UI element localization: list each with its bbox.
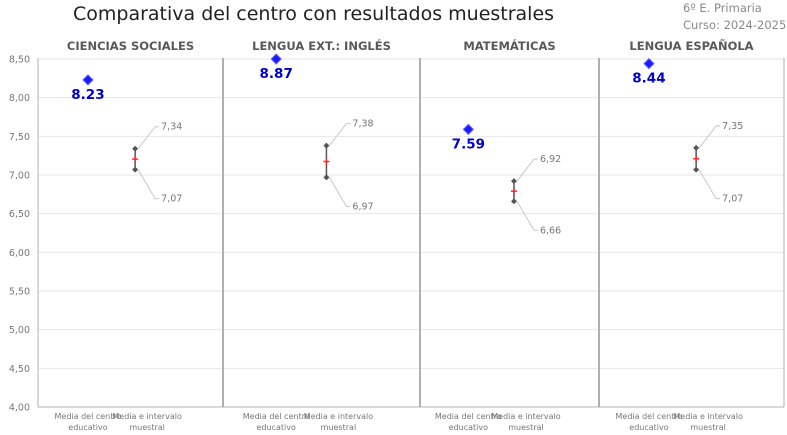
high-leader-line: [329, 123, 351, 146]
interval-high-label: 7,34: [161, 122, 182, 133]
school-year: Curso: 2024-2025: [683, 18, 787, 32]
x-category-label-centre: Media del centro educativo: [616, 412, 683, 432]
y-tick-label: 4,00: [9, 403, 30, 414]
interval-low-label: 6,66: [540, 225, 561, 236]
y-tick-label: 7,50: [9, 132, 30, 143]
centre-mean-marker: [82, 74, 94, 86]
y-tick-label: 7,00: [9, 171, 30, 182]
sample-mean-marker: [323, 158, 330, 165]
high-leader-line: [516, 158, 538, 182]
interval-high-marker: [693, 144, 700, 151]
high-leader-line: [698, 125, 721, 149]
x-category-label-sample: Media e intervalo muestral: [673, 412, 743, 432]
low-leader-line: [137, 169, 160, 200]
y-tick-label: 6,50: [9, 209, 30, 220]
interval-high-marker: [510, 178, 517, 185]
x-category-label-centre: Media del centro educativo: [435, 412, 502, 432]
low-leader-line: [516, 201, 538, 231]
chart-title: Comparativa del centro con resultados mu…: [73, 3, 555, 25]
interval-low-label: 7,07: [722, 194, 743, 205]
subject-title: LENGUA EXT.: INGLÉS: [252, 38, 391, 53]
interval-low-marker: [693, 166, 700, 173]
sample-mean-marker: [132, 156, 139, 163]
interval-high-marker: [323, 142, 330, 149]
interval-low-marker: [510, 198, 517, 205]
course-level: 6º E. Primaria: [683, 1, 762, 15]
y-tick-label: 8,00: [9, 93, 30, 104]
centre-mean-label: 8.44: [632, 71, 665, 87]
centre-mean-marker: [643, 57, 655, 70]
interval-low-marker: [323, 174, 330, 181]
interval-high-label: 7,38: [352, 119, 373, 130]
interval-high-label: 6,92: [540, 154, 561, 165]
x-category-label-sample: Media e intervalo muestral: [304, 412, 374, 432]
centre-mean-marker: [270, 53, 282, 65]
interval-low-marker: [132, 166, 139, 173]
x-category-label-centre: Media del centro educativo: [243, 412, 310, 432]
y-tick-label: 5,00: [9, 325, 30, 336]
sample-mean-marker: [510, 188, 517, 195]
interval-low-label: 6,97: [352, 201, 373, 212]
high-leader-line: [137, 126, 160, 150]
subject-title: MATEMÁTICAS: [463, 38, 555, 53]
centre-mean-marker: [462, 123, 475, 136]
low-leader-line: [698, 169, 721, 200]
x-category-label-centre: Media del centro educativo: [55, 412, 122, 432]
y-tick-label: 6,00: [9, 248, 30, 259]
interval-low-label: 7,07: [161, 194, 182, 205]
y-tick-label: 8,50: [9, 55, 30, 66]
centre-mean-label: 8.23: [71, 87, 104, 103]
centre-mean-label: 8.87: [260, 66, 293, 82]
low-leader-line: [328, 177, 351, 207]
interval-high-marker: [132, 145, 139, 152]
x-category-label-sample: Media e intervalo muestral: [491, 412, 561, 432]
subject-title: CIENCIAS SOCIALES: [67, 39, 194, 53]
x-category-label-sample: Media e intervalo muestral: [112, 412, 182, 432]
y-tick-label: 5,50: [9, 287, 30, 298]
sample-mean-marker: [693, 155, 700, 162]
subject-title: LENGUA ESPAÑOLA: [629, 38, 753, 53]
interval-high-label: 7,35: [722, 121, 743, 132]
y-tick-label: 4,50: [9, 364, 30, 375]
centre-mean-label: 7.59: [452, 136, 485, 152]
